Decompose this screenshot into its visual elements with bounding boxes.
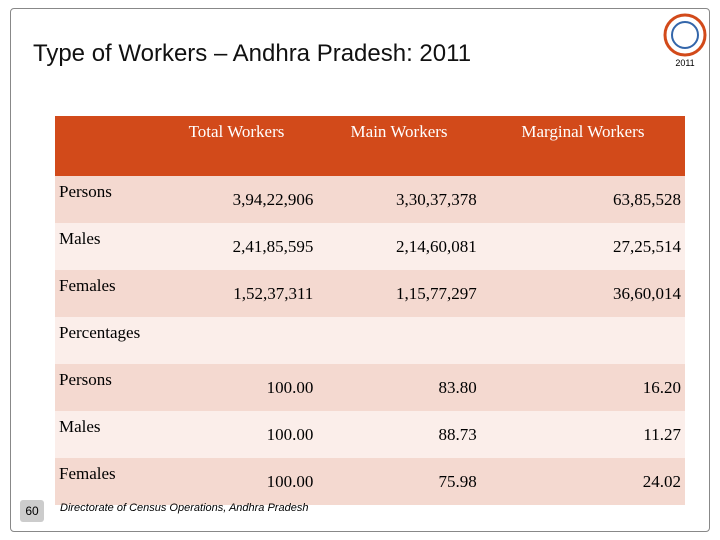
row: Males 100.00 88.73 11.27 — [55, 411, 685, 458]
label-cell: Persons — [55, 176, 156, 223]
title: Type of Workers – Andhra Pradesh: 2011 — [33, 40, 472, 67]
value-cell: 100.00 — [155, 411, 318, 458]
value-cell: 3,30,37,378 — [317, 176, 481, 223]
value-cell: 16.20 — [480, 364, 685, 411]
value-cell: 1,52,37,311 — [155, 270, 318, 317]
value-cell: 83.80 — [317, 364, 481, 411]
logo-year: 2011 — [675, 58, 694, 68]
header-row: Total Workers Main Workers Marginal Worker… — [55, 116, 685, 176]
label-cell: Males — [55, 223, 156, 270]
value-cell: 75.98 — [317, 458, 481, 505]
label-cell: Persons — [55, 364, 156, 411]
table: Total Workers Main Workers Marginal Worker… — [55, 116, 685, 505]
section-cell: Percentages — [55, 317, 685, 364]
row: Females 1,52,37,311 1,15,77,297 36,60,014 — [55, 270, 685, 317]
row: Persons 3,94,22,906 3,30,37,378 63,85,528 — [55, 176, 685, 223]
header-cell: Marginal Workers — [480, 116, 685, 176]
section-row: Percentages — [55, 317, 685, 364]
header-cell — [55, 116, 156, 176]
label-cell: Females — [55, 270, 156, 317]
value-cell: 27,25,514 — [480, 223, 685, 270]
logo: 2011 — [663, 13, 707, 68]
header-cell: Total Workers — [155, 116, 318, 176]
value-cell: 100.00 — [155, 458, 318, 505]
value-cell: 2,14,60,081 — [317, 223, 481, 270]
value-cell: 36,60,014 — [480, 270, 685, 317]
value-cell: 88.73 — [317, 411, 481, 458]
row: Persons 100.00 83.80 16.20 — [55, 364, 685, 411]
value-cell: 2,41,85,595 — [155, 223, 318, 270]
value-cell: 3,94,22,906 — [155, 176, 318, 223]
row: Females 100.00 75.98 24.02 — [55, 458, 685, 505]
value-cell: 24.02 — [480, 458, 685, 505]
value-cell: 1,15,77,297 — [317, 270, 481, 317]
row: Males 2,41,85,595 2,14,60,081 27,25,514 — [55, 223, 685, 270]
value-cell: 63,85,528 — [480, 176, 685, 223]
value-cell: 11.27 — [480, 411, 685, 458]
label-cell: Females — [55, 458, 156, 505]
value-cell: 100.00 — [155, 364, 318, 411]
source: Directorate of Census Operations, Andhra… — [60, 502, 309, 514]
label-cell: Males — [55, 411, 156, 458]
page-number: 60 — [20, 500, 44, 522]
frame — [10, 8, 710, 532]
header-cell: Main Workers — [317, 116, 481, 176]
